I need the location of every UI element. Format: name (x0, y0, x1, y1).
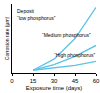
svg-text:Corrosion rate (µm): Corrosion rate (µm) (4, 16, 10, 60)
svg-text:45: 45 (72, 78, 79, 84)
svg-text:“Medium phosphorus”: “Medium phosphorus” (42, 32, 91, 38)
svg-text:“High phosphorus”: “High phosphorus” (54, 52, 95, 58)
svg-text:15: 15 (30, 78, 37, 84)
svg-text:Exposure time (days): Exposure time (days) (26, 85, 83, 91)
svg-text:30: 30 (51, 78, 58, 84)
svg-text:0: 0 (10, 78, 14, 84)
svg-text:Deposit“low phosphorus”: Deposit“low phosphorus” (17, 8, 56, 21)
svg-text:60: 60 (93, 78, 100, 84)
